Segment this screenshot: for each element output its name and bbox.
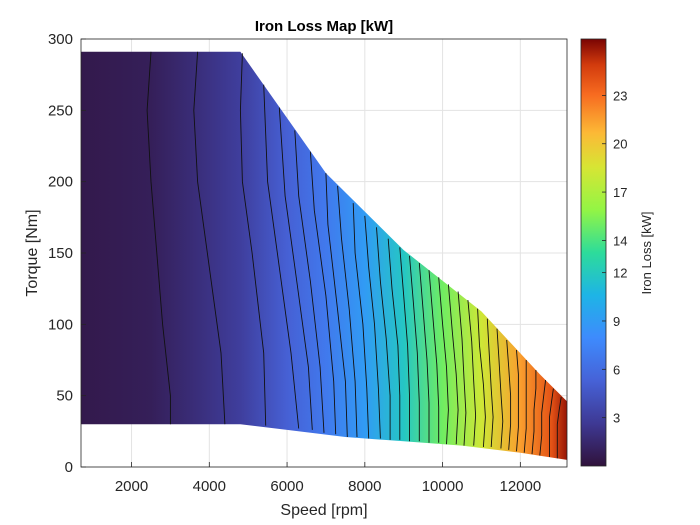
contour-line bbox=[325, 173, 348, 438]
contour-line bbox=[539, 379, 547, 456]
y-axis-label: Torque [Nm] bbox=[24, 209, 41, 296]
x-axis-ticks: 2000 4000 6000 8000 10000 12000 bbox=[115, 462, 541, 495]
y-tick-label: 300 bbox=[48, 31, 73, 48]
colorbar: 3 6 9 12 14 17 20 23 Iron Loss [kW] bbox=[580, 38, 654, 467]
x-tick-label: 8000 bbox=[348, 478, 381, 495]
y-axis-ticks: 0 50 100 150 200 250 300 bbox=[48, 31, 86, 476]
contour-line bbox=[263, 84, 300, 429]
contour-line bbox=[531, 370, 537, 455]
contour-line bbox=[193, 51, 226, 425]
contour-line bbox=[376, 227, 391, 440]
contour-line bbox=[387, 238, 401, 440]
y-tick-label: 200 bbox=[48, 174, 73, 191]
contour-line bbox=[523, 360, 527, 453]
contour-line bbox=[447, 284, 459, 445]
contour-line bbox=[467, 300, 477, 446]
contour-line bbox=[352, 203, 370, 439]
contour-line bbox=[337, 185, 358, 438]
y-tick-label: 100 bbox=[48, 316, 73, 333]
contour-line bbox=[428, 270, 440, 443]
colorbar-tick-label: 9 bbox=[613, 314, 620, 329]
contour-line bbox=[364, 215, 381, 439]
y-tick-label: 150 bbox=[48, 245, 73, 262]
x-tick-label: 10000 bbox=[422, 478, 464, 495]
colorbar-label: Iron Loss [kW] bbox=[639, 211, 654, 294]
contour-line bbox=[516, 349, 519, 452]
colorbar-tick-label: 23 bbox=[613, 88, 627, 103]
contour-line bbox=[438, 277, 449, 445]
contour-line bbox=[457, 291, 467, 446]
y-tick-label: 250 bbox=[48, 102, 73, 119]
contour-line bbox=[239, 53, 267, 426]
x-tick-label: 6000 bbox=[270, 478, 303, 495]
colorbar-tick-label: 12 bbox=[613, 266, 627, 281]
contour-line bbox=[278, 107, 313, 430]
colorbar-tick-label: 20 bbox=[613, 137, 627, 152]
x-tick-label: 2000 bbox=[115, 478, 148, 495]
contour-lines bbox=[146, 51, 562, 459]
contour-line bbox=[409, 255, 420, 442]
contour-line bbox=[486, 318, 494, 448]
contour-line bbox=[496, 328, 504, 449]
y-tick-label: 50 bbox=[56, 388, 73, 405]
colorbar-ramp bbox=[580, 38, 607, 467]
contour-line bbox=[294, 130, 325, 433]
contour-line bbox=[549, 388, 554, 457]
x-tick-label: 4000 bbox=[193, 478, 226, 495]
x-tick-label: 12000 bbox=[499, 478, 541, 495]
x-axis-label: Speed [rpm] bbox=[280, 502, 367, 519]
contour-line bbox=[477, 308, 486, 448]
y-tick-label: 0 bbox=[65, 459, 73, 476]
colorbar-tick-label: 17 bbox=[613, 185, 627, 200]
contour-line bbox=[556, 397, 562, 459]
colorbar-tick-label: 14 bbox=[613, 233, 627, 248]
contour-line bbox=[506, 339, 512, 450]
chart-title: Iron Loss Map [kW] bbox=[255, 18, 393, 35]
colorbar-tick-label: 6 bbox=[613, 362, 620, 377]
contour-line bbox=[309, 151, 337, 435]
contour-line bbox=[399, 247, 410, 442]
colorbar-ticks: 3 6 9 12 14 17 20 23 bbox=[602, 88, 627, 426]
contour-line bbox=[418, 262, 430, 443]
contour-line bbox=[146, 51, 171, 425]
colorbar-tick-label: 3 bbox=[613, 411, 620, 426]
